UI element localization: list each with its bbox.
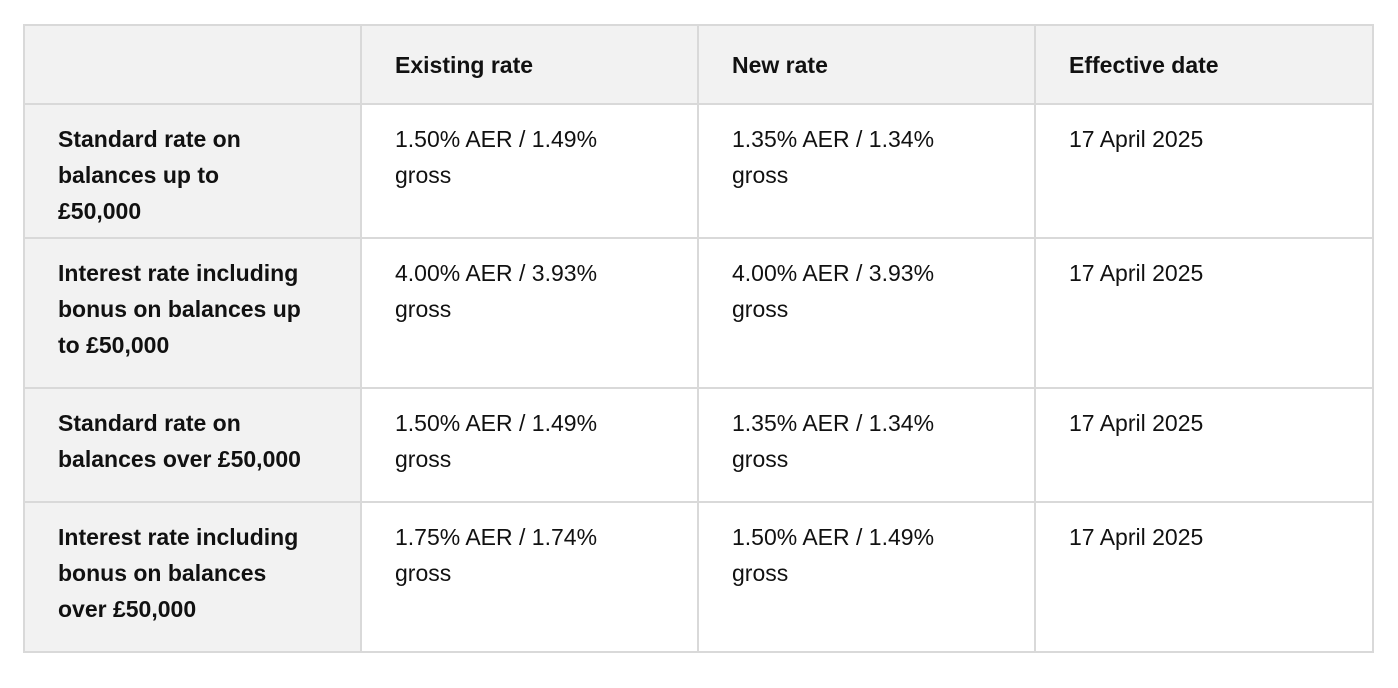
header-new-rate: New rate [697,24,1036,105]
table-row: Standard rate on balances up to £50,000 … [23,103,1374,239]
table-header: Existing rate New rate Effective date [23,24,1374,105]
new-rate-cell: 1.35% AER / 1.34% gross [697,103,1036,239]
row-label: Interest rate including bonus on balance… [23,237,362,389]
effective-date-text: 17 April 2025 [1069,524,1204,550]
header-empty-cell [23,24,362,105]
interest-rate-table: Existing rate New rate Effective date St… [23,24,1374,653]
existing-rate-text: 1.75% AER / 1.74% gross [395,524,598,586]
row-label: Standard rate on balances over £50,000 [23,387,362,503]
effective-date-text: 17 April 2025 [1069,260,1204,286]
new-rate-cell: 1.50% AER / 1.49% gross [697,501,1036,653]
existing-rate-cell: 1.75% AER / 1.74% gross [360,501,699,653]
effective-date-text: 17 April 2025 [1069,126,1204,152]
table-body: Standard rate on balances up to £50,000 … [23,103,1374,653]
existing-rate-cell: 4.00% AER / 3.93% gross [360,237,699,389]
new-rate-text: 4.00% AER / 3.93% gross [732,260,935,322]
header-row: Existing rate New rate Effective date [23,24,1374,105]
header-effective-date: Effective date [1034,24,1374,105]
table-row: Interest rate including bonus on balance… [23,501,1374,653]
effective-date-cell: 17 April 2025 [1034,103,1374,239]
row-label: Standard rate on balances up to £50,000 [23,103,362,239]
new-rate-cell: 4.00% AER / 3.93% gross [697,237,1036,389]
new-rate-text: 1.35% AER / 1.34% gross [732,410,935,472]
existing-rate-text: 1.50% AER / 1.49% gross [395,126,598,188]
row-label: Interest rate including bonus on balance… [23,501,362,653]
row-label-text: Standard rate on balances over £50,000 [58,410,301,472]
row-label-text: Standard rate on balances up to £50,000 [58,126,241,224]
new-rate-text: 1.50% AER / 1.49% gross [732,524,935,586]
existing-rate-cell: 1.50% AER / 1.49% gross [360,387,699,503]
effective-date-cell: 17 April 2025 [1034,237,1374,389]
effective-date-cell: 17 April 2025 [1034,501,1374,653]
existing-rate-text: 1.50% AER / 1.49% gross [395,410,598,472]
table-row: Standard rate on balances over £50,000 1… [23,387,1374,503]
table-row: Interest rate including bonus on balance… [23,237,1374,389]
row-label-text: Interest rate including bonus on balance… [58,524,299,622]
header-existing-rate: Existing rate [360,24,699,105]
new-rate-text: 1.35% AER / 1.34% gross [732,126,935,188]
row-label-text: Interest rate including bonus on balance… [58,260,301,358]
existing-rate-text: 4.00% AER / 3.93% gross [395,260,598,322]
effective-date-text: 17 April 2025 [1069,410,1204,436]
existing-rate-cell: 1.50% AER / 1.49% gross [360,103,699,239]
effective-date-cell: 17 April 2025 [1034,387,1374,503]
new-rate-cell: 1.35% AER / 1.34% gross [697,387,1036,503]
